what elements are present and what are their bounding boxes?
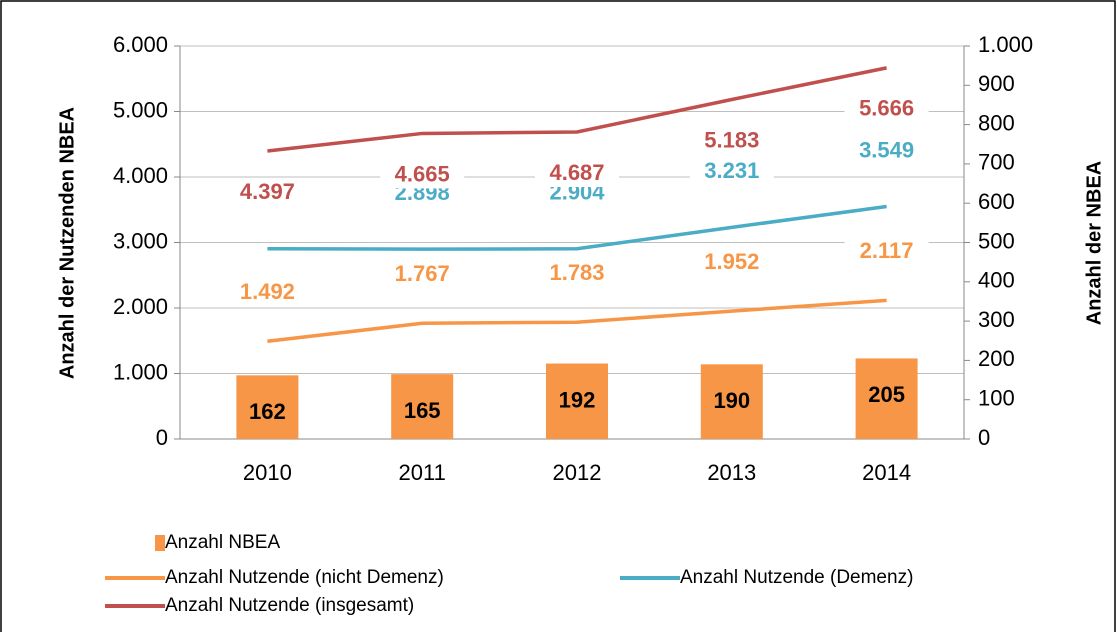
- data-label-bg: [380, 162, 465, 189]
- bar: [391, 374, 454, 439]
- data-label-bg: [689, 250, 774, 277]
- data-label: 1.492: [240, 279, 295, 304]
- data-label-bg: [535, 261, 619, 288]
- x-tick-label: 2010: [243, 460, 292, 485]
- legend-swatch: [155, 535, 165, 551]
- data-label: 1.767: [395, 261, 450, 286]
- x-tick-label: 2011: [399, 460, 446, 485]
- data-label-bg: [844, 239, 929, 266]
- data-label: 5.183: [704, 127, 759, 152]
- y-tick-label: 5.000: [113, 97, 168, 122]
- data-label: 4.687: [549, 160, 604, 185]
- y-tick-label: 4.000: [113, 163, 168, 188]
- bar: [236, 375, 299, 439]
- x-tick-label: 2012: [553, 460, 602, 485]
- y2-tick-label: 400: [978, 268, 1015, 293]
- line: [267, 298, 887, 344]
- legend-label: Anzahl Nutzende (insgesamt): [165, 595, 414, 616]
- data-label-bg: [844, 138, 929, 165]
- line: [267, 204, 887, 251]
- data-label-bg: [225, 280, 310, 307]
- y2-tick-label: 300: [978, 307, 1015, 332]
- legend-label: Anzahl Nutzende (nicht Demenz): [165, 567, 444, 588]
- y2-tick-label: 600: [978, 189, 1015, 214]
- data-label: 2.117: [860, 238, 914, 263]
- data-label: 165: [404, 398, 441, 423]
- data-label: 1.952: [704, 249, 759, 274]
- data-label: 4.665: [395, 161, 450, 186]
- data-label: 192: [559, 387, 596, 412]
- bar: [546, 363, 608, 439]
- y-tick-label: 1.000: [113, 359, 168, 384]
- y-tick-label: 2.000: [113, 294, 168, 319]
- y2-tick-label: 200: [978, 346, 1015, 371]
- y2-tick-label: 700: [978, 150, 1015, 175]
- y-tick-label: 0: [156, 425, 168, 450]
- data-label-bg: [225, 179, 310, 206]
- y2-tick-label: 100: [978, 386, 1015, 411]
- y-tick-label: 6.000: [113, 32, 168, 57]
- data-label-bg: [844, 96, 929, 123]
- data-label: 190: [713, 388, 750, 413]
- data-label-bg: [380, 262, 465, 289]
- bar: [700, 364, 763, 439]
- data-label: 162: [249, 399, 286, 424]
- y2-axis-title: Anzahl der NBEA: [1083, 161, 1105, 325]
- y2-tick-label: 1.000: [978, 32, 1033, 57]
- y-axis-title: Anzahl der Nutzenden NBEA: [56, 107, 78, 379]
- legend-label: Anzahl NBEA: [165, 532, 280, 553]
- y2-tick-label: 500: [978, 228, 1015, 253]
- x-tick-label: 2013: [707, 460, 756, 485]
- data-label: 3.231: [704, 158, 759, 183]
- data-label: 3.549: [859, 137, 914, 162]
- data-label: 4.397: [240, 179, 295, 204]
- data-label: 1.783: [549, 260, 604, 285]
- y2-tick-label: 900: [978, 71, 1015, 96]
- bar: [855, 358, 918, 439]
- legend-label: Anzahl Nutzende (Demenz): [680, 567, 913, 588]
- y2-tick-label: 0: [978, 425, 990, 450]
- data-label-bg: [689, 159, 774, 186]
- data-label-bg: [535, 161, 619, 188]
- x-tick-label: 2014: [862, 460, 911, 485]
- y-tick-label: 3.000: [113, 228, 168, 253]
- data-label: 5.666: [859, 96, 914, 121]
- data-label-bg: [689, 128, 774, 155]
- line: [267, 66, 887, 153]
- y2-tick-label: 800: [978, 110, 1015, 135]
- data-label: 205: [868, 382, 905, 407]
